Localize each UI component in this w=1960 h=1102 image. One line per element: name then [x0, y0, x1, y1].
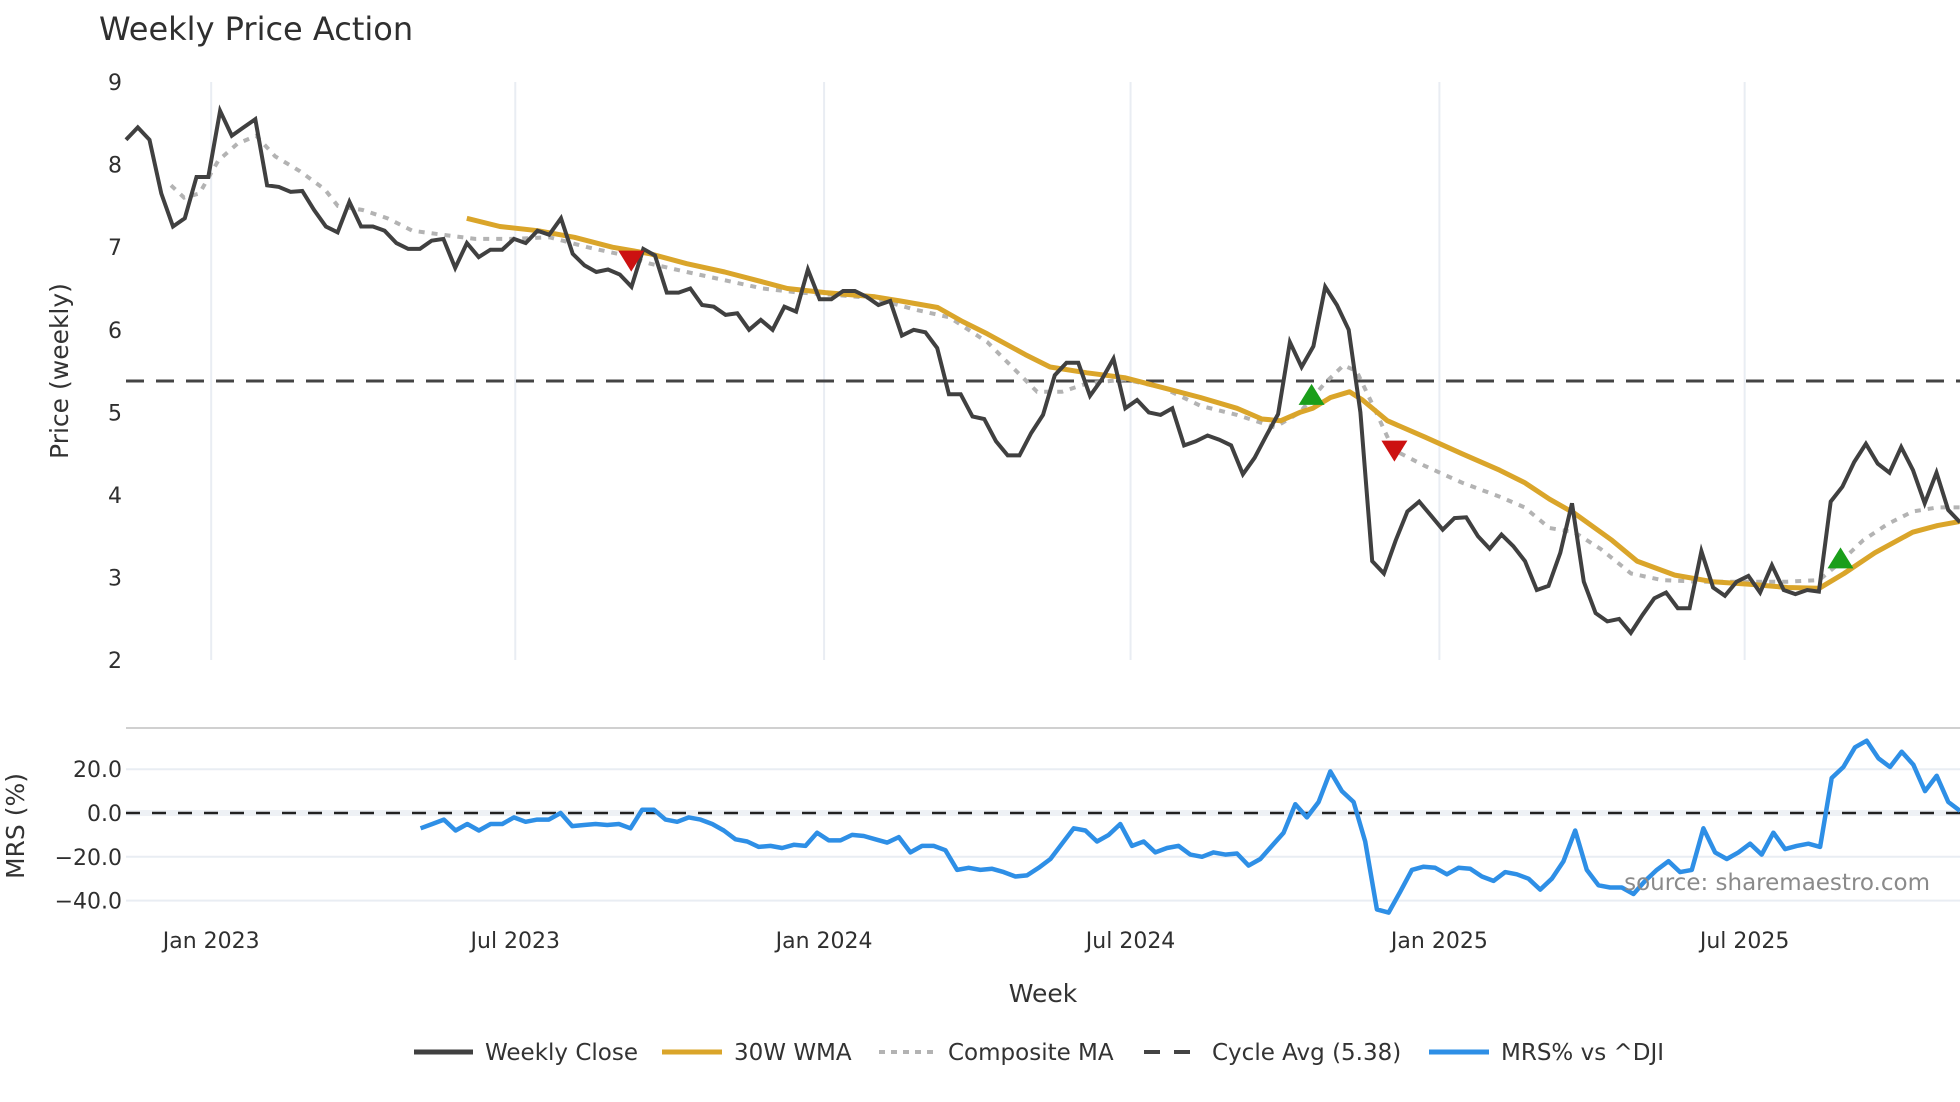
source-note: source: sharemaestro.com	[1624, 870, 1930, 896]
price-y-tick-label: 3	[108, 567, 122, 592]
legend: Weekly Close 30W WMA Composite MA Cycle Avg…	[414, 1040, 1664, 1066]
mrs-line	[419, 738, 1960, 915]
chart-title: Weekly Price Action	[99, 10, 413, 48]
x-tick-label: Jul 2024	[1084, 929, 1176, 954]
x-tick-label: Jan 2023	[161, 929, 260, 954]
x-tick-label: Jan 2025	[1389, 929, 1488, 954]
price-y-tick-label: 4	[108, 484, 122, 509]
legend-item-composite[interactable]: Composite MA	[879, 1040, 1114, 1066]
signal-markers	[618, 250, 1854, 569]
mrs-y-tick-label: 20.0	[73, 758, 122, 783]
mrs-gridlines	[126, 768, 1960, 902]
sell-signal-down-triangle-icon	[618, 250, 645, 272]
x-tick-label: Jan 2024	[774, 929, 873, 954]
price-y-tick-label: 6	[108, 319, 122, 344]
legend-label: 30W WMA	[734, 1040, 852, 1066]
legend-label: Composite MA	[948, 1040, 1114, 1066]
price-y-tick-label: 2	[108, 649, 122, 674]
legend-item-wma[interactable]: 30W WMA	[662, 1040, 852, 1066]
x-axis-title: Week	[1009, 979, 1078, 1008]
x-axis-ticks: Jan 2023 Jul 2023 Jan 2024 Jul 2024 Jan 2025…	[161, 929, 1790, 954]
price-y-tick-label: 7	[108, 236, 122, 261]
price-gridlines	[210, 82, 1746, 660]
composite-ma-line	[169, 133, 1960, 584]
legend-label: Cycle Avg (5.38)	[1212, 1040, 1401, 1066]
price-y-tick-label: 9	[108, 71, 122, 96]
mrs-y-ticks: 20.0 0.0 −20.0 −40.0	[55, 758, 122, 914]
price-y-axis-title: Price (weekly)	[45, 283, 74, 459]
buy-signal-up-triangle-icon	[1827, 547, 1854, 569]
legend-label: Weekly Close	[485, 1040, 638, 1066]
mrs-y-tick-label: −40.0	[55, 890, 122, 915]
price-y-tick-label: 5	[108, 401, 122, 426]
buy-signal-up-triangle-icon	[1298, 383, 1325, 405]
legend-item-close[interactable]: Weekly Close	[414, 1040, 638, 1066]
weekly-close-line	[124, 104, 1960, 637]
sell-signal-down-triangle-icon	[1381, 440, 1408, 462]
x-tick-label: Jul 2025	[1698, 929, 1790, 954]
legend-item-cycle[interactable]: Cycle Avg (5.38)	[1144, 1040, 1401, 1066]
mrs-y-tick-label: −20.0	[55, 846, 122, 871]
mrs-y-tick-label: 0.0	[87, 802, 122, 827]
legend-item-mrs[interactable]: MRS% vs ^DJI	[1429, 1040, 1664, 1066]
legend-label: MRS% vs ^DJI	[1501, 1040, 1664, 1066]
x-tick-label: Jul 2023	[469, 929, 561, 954]
mrs-y-axis-title: MRS (%)	[1, 773, 30, 879]
price-y-ticks: 2 3 4 5 6 7 8 9	[108, 71, 122, 674]
price-y-tick-label: 8	[108, 154, 122, 179]
